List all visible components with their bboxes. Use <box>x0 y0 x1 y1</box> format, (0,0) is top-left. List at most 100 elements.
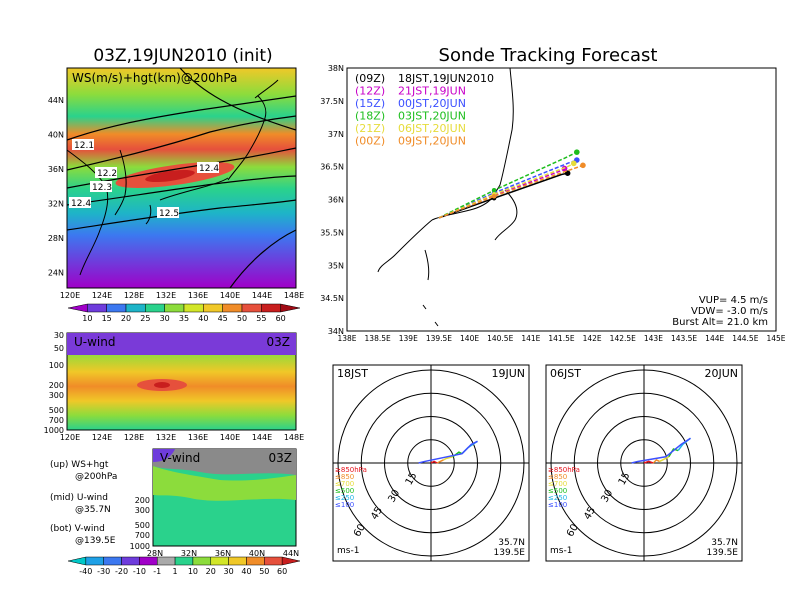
colorbar-tick-label: 20 <box>206 567 216 576</box>
pressure-tick-label: 200 <box>49 381 64 390</box>
lon-tick-label: 148E <box>284 291 304 300</box>
lon-tick-label: 140E <box>220 433 240 442</box>
note-line: @200hPa <box>75 472 117 482</box>
contour-label: 12.3 <box>92 183 112 193</box>
lon-tick-label: 144E <box>705 334 724 343</box>
note-line: @139.5E <box>75 536 116 546</box>
colorbar-tick-label: -40 <box>79 567 92 576</box>
ws-map-panel: 12.1 12.2 12.3 12.4 12.4 12.5 WS(m/s)+hg… <box>48 67 304 300</box>
hodograph-line <box>668 448 679 458</box>
lat-tick-label: 32N <box>181 549 197 558</box>
colorbar-swatch <box>164 303 185 313</box>
colorbar-tick-label: 10 <box>82 314 92 323</box>
pressure-tick-label: 700 <box>49 416 64 425</box>
hodograph-legend-item: ≤250 <box>335 494 354 502</box>
colorbar-tick-label: 20 <box>121 314 131 323</box>
note-line: (bot) V-wind <box>50 524 105 534</box>
pressure-tick-label: 50 <box>54 344 64 353</box>
track-param: VDW= -3.0 m/s <box>691 306 768 317</box>
note-line: (mid) U-wind <box>50 493 108 503</box>
colorbar-swatch <box>121 556 140 566</box>
hodograph-legend-item: ≥850hPa <box>548 466 580 474</box>
pressure-tick-label: 500 <box>49 406 64 415</box>
colorbar-swatch <box>85 556 104 566</box>
hodograph-legend-item: ≤700 <box>335 480 354 488</box>
colorbar-swatch <box>156 556 176 566</box>
hodograph-legend-item: ≤700 <box>548 480 567 488</box>
lon-tick-label: 141.5E <box>548 334 574 343</box>
pressure-tick-label: 1000 <box>44 426 64 435</box>
contour-label: 12.4 <box>71 199 91 209</box>
pressure-tick-label: 700 <box>135 531 150 540</box>
lon-tick-label: 124E <box>92 291 112 300</box>
u-wind-core-inner <box>154 382 170 388</box>
colorbar-swatch <box>246 556 265 566</box>
lon-tick-label: 145E <box>766 334 785 343</box>
pressure-tick-label: 300 <box>49 391 64 400</box>
colorbar-tick-label: 30 <box>160 314 170 323</box>
track-param: VUP= 4.5 m/s <box>699 295 768 306</box>
colorbar-tick-label: 40 <box>198 314 208 323</box>
u-wind-time: 03Z <box>267 335 291 349</box>
colorbar-tick-label: 40 <box>241 567 251 576</box>
track-map-panel: 38N 37.5N 37N 36.5N 36N 35.5N 35N 34.5N 34N 138E… <box>320 64 786 343</box>
lon-tick-label: 140.5E <box>487 334 513 343</box>
colorbar-tick-label: 45 <box>218 314 228 323</box>
hodograph-legend-item: ≤850 <box>335 473 354 481</box>
lon-tick-label: 141E <box>521 334 540 343</box>
colorbar-tick-label: 10 <box>188 567 198 576</box>
right-title: Sonde Tracking Forecast <box>439 45 658 66</box>
lon-tick-label: 138E <box>337 334 356 343</box>
ring-label: 30 <box>599 488 615 505</box>
colorbar-tick-label: 50 <box>259 567 269 576</box>
lon-tick-label: 143E <box>644 334 663 343</box>
lat-tick-label: 36N <box>48 165 64 174</box>
lat-tick-label: 37N <box>328 130 344 139</box>
legend-time: 00JST,20JUN <box>398 97 466 110</box>
v-wind-x-ticks: 28N 32N 36N 40N 44N <box>147 549 299 558</box>
lon-tick-label: 132E <box>156 291 176 300</box>
v-wind-time: 03Z <box>269 451 293 465</box>
colorbar-swatch <box>203 303 223 313</box>
lat-tick-label: 34N <box>328 327 344 336</box>
lat-tick-label: 32N <box>48 200 64 209</box>
legend-code: (15Z) <box>355 97 385 110</box>
legend-time: 06JST,20JUN <box>398 122 466 135</box>
colorbar-swatch <box>106 303 127 313</box>
lon-tick-label: 140E <box>460 334 479 343</box>
u-wind-label: U-wind <box>74 335 115 349</box>
legend-time: 03JST,20JUN <box>398 110 466 123</box>
ws-map-lat-ticks: 44N 40N 36N 32N 28N 24N <box>48 96 64 278</box>
pressure-tick-label: 30 <box>54 331 64 340</box>
lat-tick-label: 35.5N <box>320 228 344 237</box>
colorbar-tick-label: 55 <box>256 314 266 323</box>
ring-label: 30 <box>386 488 402 505</box>
pressure-tick-label: 100 <box>49 361 64 370</box>
lon-tick-label: 139.5E <box>426 334 452 343</box>
u-wind-top-band <box>67 333 296 355</box>
lat-tick-label: 28N <box>147 549 163 558</box>
colorbar-tick-label: -10 <box>133 567 146 576</box>
landing-point <box>580 162 586 169</box>
jet-core-inner <box>145 169 195 183</box>
hodograph-unit: ms-1 <box>550 546 572 556</box>
contour-label-group: 12.1 12.2 12.3 12.4 12.4 12.5 <box>69 139 219 219</box>
lat-tick-label: 44N <box>48 96 64 105</box>
lon-tick-label: 132E <box>156 433 176 442</box>
lon-tick-label: 139E <box>399 334 418 343</box>
left-title: 03Z,19JUN2010 (init) <box>93 46 272 66</box>
hodograph-line <box>631 437 691 464</box>
legend-code: (12Z) <box>355 85 385 98</box>
hodograph-line <box>443 456 453 461</box>
hodograph-header-left: 18JST <box>337 367 368 380</box>
lon-tick-label: 142E <box>583 334 602 343</box>
ws-colorbar: 10 15 20 25 30 35 40 45 50 55 60 <box>67 303 301 323</box>
v-wind-label: V-wind <box>160 451 200 465</box>
hodograph-legend-item: ≤250 <box>548 494 567 502</box>
ws-map-label: WS(m/s)+hgt(km)@200hPa <box>72 71 237 85</box>
track-series <box>438 149 586 219</box>
